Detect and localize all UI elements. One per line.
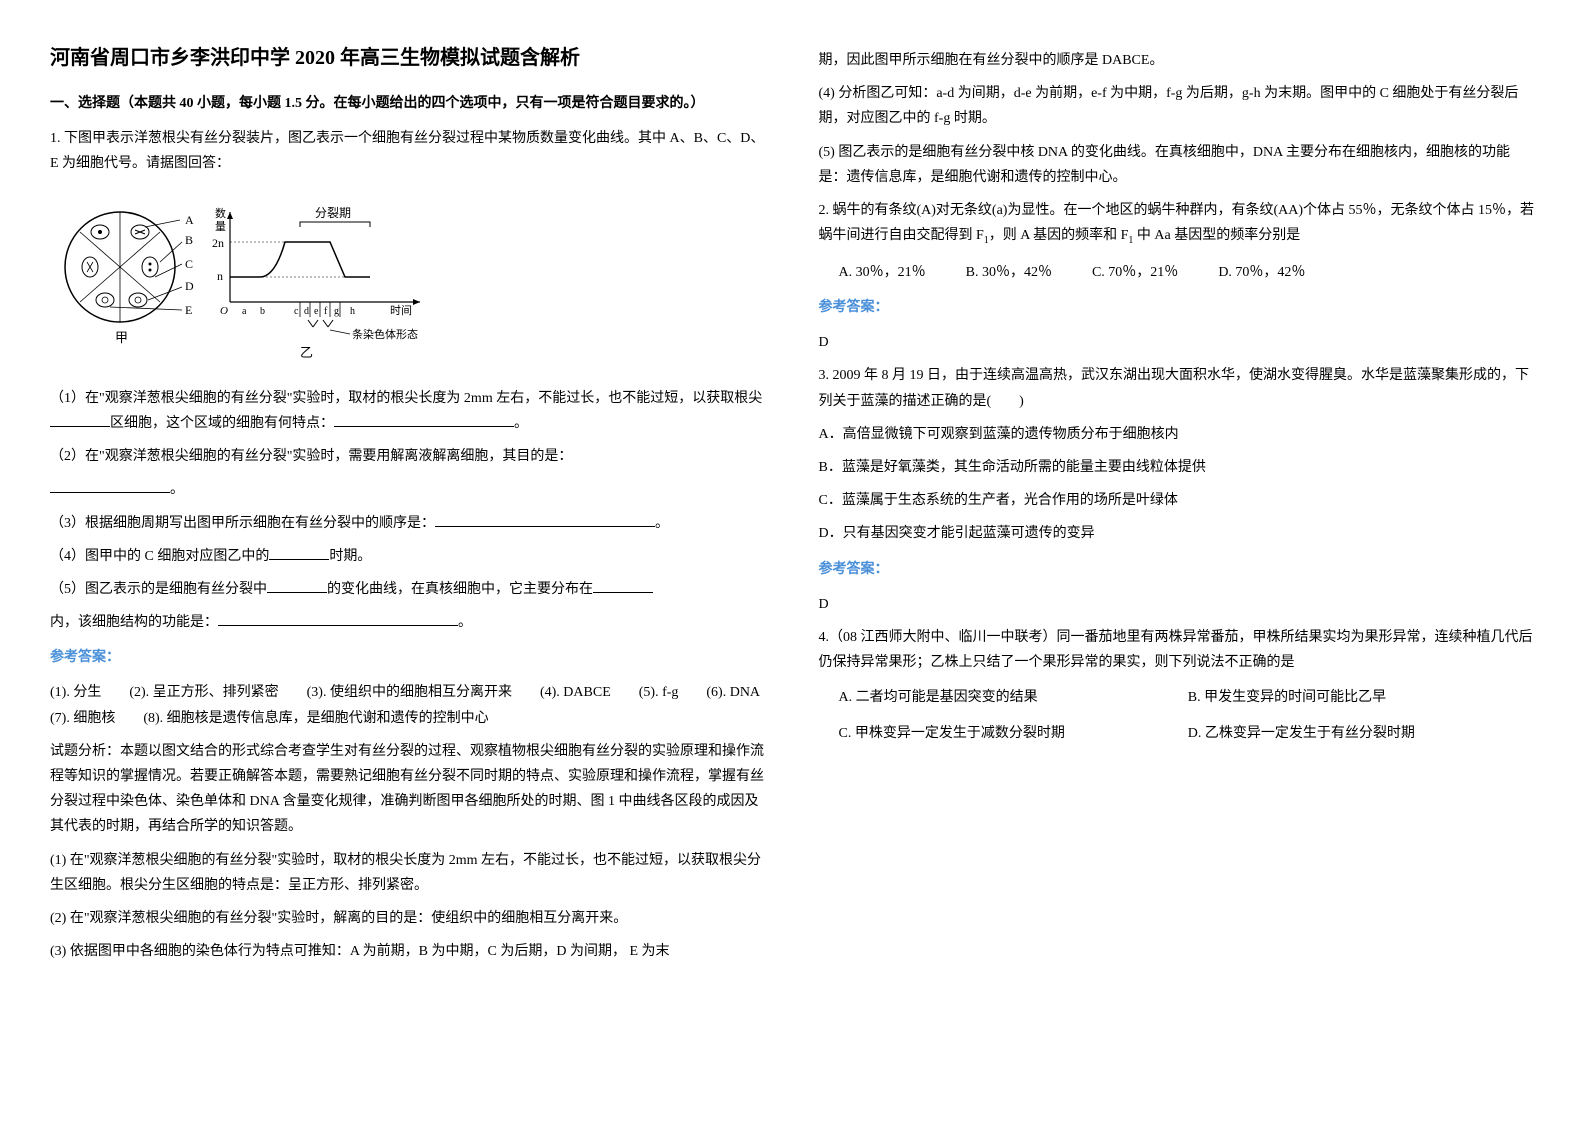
- q1-sub4-a: （4）图甲中的 C 细胞对应图乙中的: [50, 549, 269, 564]
- q4-choice-d: D. 乙株变异一定发生于有丝分裂时期: [1188, 721, 1537, 746]
- svg-text:f: f: [324, 306, 328, 317]
- q3-choice-a: A．高倍显微镜下可观察到蓝藻的遗传物质分布于细胞核内: [819, 422, 1538, 447]
- svg-text:a: a: [242, 306, 247, 317]
- choice-c: C. 70％，21％: [1092, 260, 1178, 285]
- q4-choices-row2: C. 甲株变异一定发生于减数分裂时期 D. 乙株变异一定发生于有丝分裂时期: [839, 721, 1538, 746]
- q1-sub5-c: 内，该细胞结构的功能是：: [50, 615, 218, 630]
- label-2n: 2n: [212, 236, 224, 250]
- q1-sub3-text: （3）根据细胞周期写出图甲所示细胞在有丝分裂中的顺序是：: [50, 516, 435, 531]
- svg-text:O: O: [220, 305, 228, 317]
- q1-sub3: （3）根据细胞周期写出图甲所示细胞在有丝分裂中的顺序是：。: [50, 511, 769, 536]
- q1-analysis-3: (3) 依据图甲中各细胞的染色体行为特点可推知：A 为前期，B 为中期，C 为后…: [50, 939, 769, 964]
- q1-analysis-2: (2) 在"观察洋葱根尖细胞的有丝分裂"实验时，解离的目的是：使组织中的细胞相互…: [50, 906, 769, 931]
- svg-text:b: b: [260, 306, 265, 317]
- document-title: 河南省周口市乡李洪印中学 2020 年高三生物模拟试题含解析: [50, 40, 769, 76]
- figure-jia-yi: A B C D E 甲 数 量 2n n O: [50, 192, 430, 362]
- label-b: B: [185, 233, 193, 247]
- q4-choice-a: A. 二者均可能是基因突变的结果: [839, 685, 1188, 710]
- blank: [50, 478, 170, 493]
- q1-sub4: （4）图甲中的 C 细胞对应图乙中的 时期。: [50, 544, 769, 569]
- q2-answer: D: [819, 330, 1538, 355]
- blank: [593, 578, 653, 593]
- svg-text:g: g: [334, 306, 339, 317]
- label-d: D: [185, 279, 194, 293]
- col2-cont3: (5) 图乙表示的是细胞有丝分裂中核 DNA 的变化曲线。在真核细胞中，DNA …: [819, 140, 1538, 190]
- q2-text: 2. 蜗牛的有条纹(A)对无条纹(a)为显性。在一个地区的蜗牛种群内，有条纹(A…: [819, 198, 1538, 250]
- svg-text:e: e: [314, 306, 319, 317]
- blank: [269, 545, 329, 560]
- q1-sub2: （2）在"观察洋葱根尖细胞的有丝分裂"实验时，需要用解离液解离细胞，其目的是：: [50, 444, 769, 469]
- section-header: 一、选择题（本题共 40 小题，每小题 1.5 分。在每小题给出的四个选项中，只…: [50, 91, 769, 116]
- q4-text: 4.（08 江西师大附中、临川一中联考）同一番茄地里有两株异常番茄，甲株所结果实…: [819, 625, 1538, 675]
- label-a: A: [185, 213, 194, 227]
- q1-analysis-intro: 试题分析：本题以图文结合的形式综合考查学生对有丝分裂的过程、观察植物根尖细胞有丝…: [50, 739, 769, 840]
- blank: [334, 412, 514, 427]
- blank: [435, 512, 655, 527]
- label-yi: 乙: [300, 345, 313, 360]
- svg-text:时间: 时间: [390, 304, 412, 317]
- choice-d: D. 70％，42％: [1218, 260, 1305, 285]
- blank: [50, 412, 110, 427]
- q1-sub5: （5）图乙表示的是细胞有丝分裂中 的变化曲线，在真核细胞中，它主要分布在: [50, 577, 769, 602]
- q1-sub1-a: （1）在"观察洋葱根尖细胞的有丝分裂"实验时，取材的根尖长度为 2mm 左右，不…: [50, 391, 762, 406]
- q1-sub1: （1）在"观察洋葱根尖细胞的有丝分裂"实验时，取材的根尖长度为 2mm 左右，不…: [50, 386, 769, 436]
- q3-choice-c: C．蓝藻属于生态系统的生产者，光合作用的场所是叶绿体: [819, 488, 1538, 513]
- answer-label: 参考答案：: [819, 557, 1538, 582]
- svg-text:h: h: [350, 306, 355, 317]
- q4-choices-row1: A. 二者均可能是基因突变的结果 B. 甲发生变异的时间可能比乙早: [839, 685, 1538, 710]
- choice-b: B. 30％，42％: [966, 260, 1052, 285]
- q1-sub4-b: 时期。: [329, 549, 371, 564]
- q1-intro: 1. 下图甲表示洋葱根尖有丝分裂装片，图乙表示一个细胞有丝分裂过程中某物质数量变…: [50, 126, 769, 176]
- right-column: 期，因此图甲所示细胞在有丝分裂中的顺序是 DABCE。 (4) 分析图乙可知：a…: [819, 40, 1538, 972]
- left-column: 河南省周口市乡李洪印中学 2020 年高三生物模拟试题含解析 一、选择题（本题共…: [50, 40, 769, 972]
- blank: [218, 611, 458, 626]
- q2-choices: A. 30％，21％ B. 30％，42％ C. 70％，21％ D. 70％，…: [839, 260, 1538, 285]
- q4-choice-c: C. 甲株变异一定发生于减数分裂时期: [839, 721, 1188, 746]
- q1-sub5-b: 的变化曲线，在真核细胞中，它主要分布在: [327, 582, 593, 597]
- q2-text-c: 中 Aa 基因型的频率分别是: [1133, 228, 1300, 243]
- q1-sub2-blank: 。: [50, 477, 769, 502]
- q1-sub2-text: （2）在"观察洋葱根尖细胞的有丝分裂"实验时，需要用解离液解离细胞，其目的是：: [50, 449, 572, 464]
- label-jia: 甲: [115, 330, 128, 345]
- q3-choice-d: D．只有基因突变才能引起蓝藻可遗传的变异: [819, 521, 1538, 546]
- label-c: C: [185, 257, 193, 271]
- q1-analysis-1: (1) 在"观察洋葱根尖细胞的有丝分裂"实验时，取材的根尖长度为 2mm 左右，…: [50, 848, 769, 898]
- svg-text:d: d: [304, 306, 309, 317]
- q3-text: 3. 2009 年 8 月 19 日，由于连续高温高热，武汉东湖出现大面积水华，…: [819, 363, 1538, 413]
- q3-answer: D: [819, 592, 1538, 617]
- q1-sub5c: 内，该细胞结构的功能是：。: [50, 610, 769, 635]
- choice-a: A. 30％，21％: [839, 260, 926, 285]
- q3-choice-b: B．蓝藻是好氧藻类，其生命活动所需的能量主要由线粒体提供: [819, 455, 1538, 480]
- label-chromosome: 条染色体形态: [352, 327, 418, 341]
- figure-container: A B C D E 甲 数 量 2n n O: [50, 192, 769, 371]
- q1-answers: (1). 分生 (2). 呈正方形、排列紧密 (3). 使组织中的细胞相互分离开…: [50, 680, 769, 730]
- svg-text:量: 量: [215, 220, 226, 233]
- q4-choice-b: B. 甲发生变异的时间可能比乙早: [1188, 685, 1537, 710]
- label-fenlieqi: 分裂期: [315, 206, 351, 220]
- svg-text:c: c: [294, 306, 299, 317]
- q1-sub1-b: 区细胞，这个区域的细胞有何特点：: [110, 416, 334, 431]
- label-e: E: [185, 303, 192, 317]
- col2-cont2: (4) 分析图乙可知：a-d 为间期，d-e 为前期，e-f 为中期，f-g 为…: [819, 81, 1538, 131]
- q2-text-b: ，则 A 基因的频率和 F: [989, 228, 1129, 243]
- label-n: n: [217, 269, 223, 283]
- q1-sub5-a: （5）图乙表示的是细胞有丝分裂中: [50, 582, 267, 597]
- y-axis-top: 数: [215, 207, 226, 220]
- answer-label: 参考答案：: [819, 295, 1538, 320]
- answer-label: 参考答案：: [50, 645, 769, 670]
- col2-cont1: 期，因此图甲所示细胞在有丝分裂中的顺序是 DABCE。: [819, 48, 1538, 73]
- blank: [267, 578, 327, 593]
